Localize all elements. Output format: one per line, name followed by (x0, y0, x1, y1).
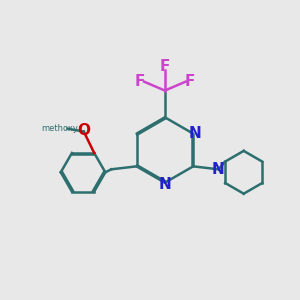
Text: F: F (185, 74, 195, 89)
Text: N: N (158, 177, 171, 192)
Text: F: F (134, 74, 145, 89)
Text: N: N (212, 162, 225, 177)
Text: F: F (160, 59, 170, 74)
Text: methoxy: methoxy (42, 124, 78, 133)
Text: O: O (77, 124, 90, 139)
Text: N: N (188, 126, 201, 141)
